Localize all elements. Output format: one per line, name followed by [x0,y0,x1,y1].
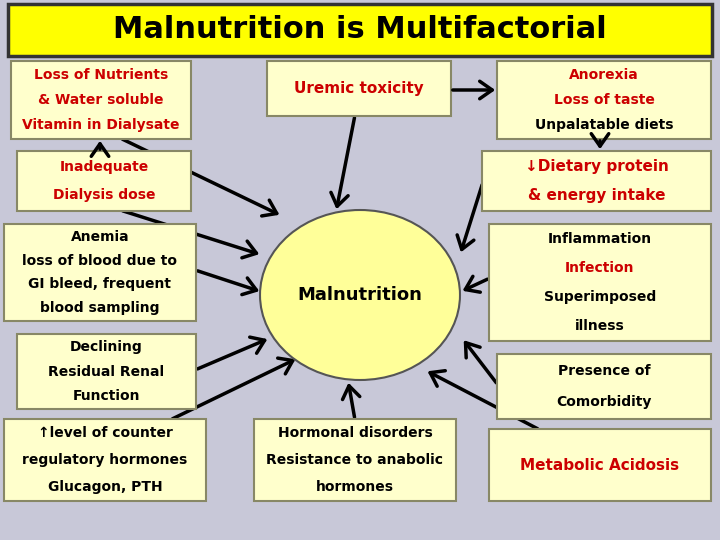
Text: Vitamin in Dialysate: Vitamin in Dialysate [22,118,180,132]
Text: Glucagon, PTH: Glucagon, PTH [48,480,162,494]
FancyBboxPatch shape [489,429,711,501]
Text: Function: Function [73,389,140,403]
Text: Resistance to anabolic: Resistance to anabolic [266,453,444,467]
Text: Inflammation: Inflammation [548,232,652,246]
FancyBboxPatch shape [497,61,711,139]
Text: Dialysis dose: Dialysis dose [53,188,156,202]
Text: Metabolic Acidosis: Metabolic Acidosis [521,457,680,472]
Text: Presence of: Presence of [558,364,650,378]
FancyBboxPatch shape [489,224,711,341]
Text: Declining: Declining [70,340,143,354]
FancyBboxPatch shape [267,61,451,116]
Text: Loss of taste: Loss of taste [554,93,654,107]
FancyBboxPatch shape [4,419,206,501]
Text: Malnutrition is Multifactorial: Malnutrition is Multifactorial [113,16,607,44]
Text: ↑level of counter: ↑level of counter [37,427,172,440]
FancyBboxPatch shape [11,61,191,139]
Text: Residual Renal: Residual Renal [48,364,165,379]
Text: hormones: hormones [316,480,394,494]
FancyBboxPatch shape [254,419,456,501]
Text: Infection: Infection [565,261,635,275]
FancyBboxPatch shape [17,151,191,211]
Text: & energy intake: & energy intake [528,188,665,203]
Text: Malnutrition: Malnutrition [297,286,423,304]
Text: Superimposed: Superimposed [544,290,656,304]
Text: loss of blood due to: loss of blood due to [22,254,178,268]
FancyBboxPatch shape [4,224,196,321]
Text: Anemia: Anemia [71,230,130,244]
Text: regulatory hormones: regulatory hormones [22,453,188,467]
Text: blood sampling: blood sampling [40,301,160,315]
FancyBboxPatch shape [17,334,196,409]
Text: ↓Dietary protein: ↓Dietary protein [525,159,668,174]
FancyBboxPatch shape [8,4,712,56]
Text: Inadequate: Inadequate [59,159,148,173]
Text: Comorbidity: Comorbidity [557,395,652,409]
Text: GI bleed, frequent: GI bleed, frequent [29,278,171,292]
Text: Unpalatable diets: Unpalatable diets [535,118,673,132]
Text: Uremic toxicity: Uremic toxicity [294,81,424,96]
Text: & Water soluble: & Water soluble [38,93,163,107]
FancyBboxPatch shape [497,354,711,419]
Text: illness: illness [575,319,625,333]
FancyBboxPatch shape [482,151,711,211]
Ellipse shape [260,210,460,380]
Text: Hormonal disorders: Hormonal disorders [278,427,433,440]
Text: Anorexia: Anorexia [569,68,639,82]
Text: Loss of Nutrients: Loss of Nutrients [34,68,168,82]
